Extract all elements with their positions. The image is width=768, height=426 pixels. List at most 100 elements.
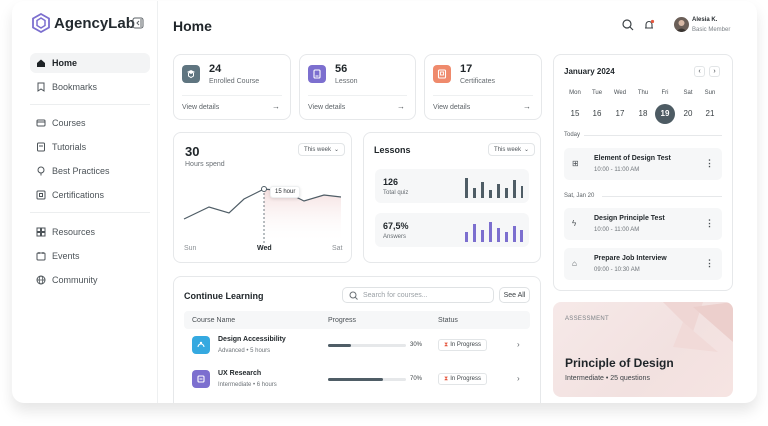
sidebar-item-label: Resources xyxy=(52,227,96,237)
progress-fill xyxy=(328,344,352,347)
answers-label: Answers xyxy=(383,234,407,240)
chevron-down-icon: ⌄ xyxy=(524,147,530,153)
prev-month-button[interactable]: ‹ xyxy=(694,66,705,77)
column-header: Course Name xyxy=(192,317,236,324)
sidebar-item-certifications[interactable]: Certifications xyxy=(30,185,150,205)
event-item[interactable]: ⊞ Element of Design Test 10:00 - 11:00 A… xyxy=(564,148,722,180)
event-time: 09:00 - 10:30 AM xyxy=(594,267,640,273)
avatar[interactable] xyxy=(674,17,689,32)
collapse-sidebar-icon[interactable] xyxy=(132,17,144,29)
weekday-label: Mon xyxy=(569,90,581,96)
event-item[interactable]: ⌂ Prepare Job Interview 09:00 - 10:30 AM… xyxy=(564,248,722,280)
x-axis-label: Sun xyxy=(184,245,197,252)
calendar-day[interactable]: 15 xyxy=(570,109,580,118)
hourglass-icon: ⧗ xyxy=(444,375,449,382)
status-badge: ⧗ In Progress xyxy=(438,339,487,351)
lessons-title: Lessons xyxy=(374,145,411,155)
chart-tooltip: 15 hour xyxy=(270,186,301,198)
stat-value: 24 xyxy=(209,63,222,75)
period-select[interactable]: This week ⌄ xyxy=(488,143,536,156)
sidebar-item-label: Community xyxy=(52,275,98,285)
sidebar-item-events[interactable]: Events xyxy=(30,246,150,266)
weekday-label: Tue xyxy=(591,90,603,96)
sidebar-item-tutorials[interactable]: Tutorials xyxy=(30,137,150,157)
arrow-right-icon[interactable]: → xyxy=(523,102,531,111)
calendar-day[interactable]: 16 xyxy=(592,109,602,118)
period-value: This week xyxy=(494,146,522,153)
sidebar-item-home[interactable]: Home xyxy=(30,53,150,73)
calendar-day[interactable]: 17 xyxy=(615,109,625,118)
lesson-icon xyxy=(308,65,326,83)
status-text: In Progress xyxy=(450,342,481,348)
continue-learning-card: Continue Learning Search for courses... … xyxy=(173,276,541,403)
answers-stat: 67,5% Answers xyxy=(375,213,529,247)
calendar-day[interactable]: 21 xyxy=(705,109,715,118)
view-details-link[interactable]: View details xyxy=(308,104,346,111)
bookmark-icon xyxy=(37,82,45,92)
event-item[interactable]: ϟ Design Principle Test 10:00 - 11:00 AM… xyxy=(564,208,722,240)
stat-label: Enrolled Course xyxy=(209,78,260,85)
sidebar-item-label: Events xyxy=(52,251,80,261)
lightning-icon: ϟ xyxy=(572,219,577,228)
arrow-right-icon[interactable]: → xyxy=(397,102,405,111)
bell-icon[interactable] xyxy=(643,19,655,31)
page-title: Home xyxy=(173,18,212,34)
event-title: Design Principle Test xyxy=(594,215,665,222)
hours-value: 30 xyxy=(185,144,200,159)
divider xyxy=(602,196,722,197)
briefcase-icon: ⌂ xyxy=(572,259,577,268)
weekday-label: Thu xyxy=(637,90,649,96)
sidebar-item-community[interactable]: Community xyxy=(30,270,150,290)
hourglass-icon: ⧗ xyxy=(444,341,449,348)
sidebar-item-best-practices[interactable]: Best Practices xyxy=(30,161,150,181)
hexagon-logo-icon xyxy=(32,13,50,33)
more-icon[interactable]: ⋮ xyxy=(705,258,714,268)
calendar-day-selected[interactable]: 19 xyxy=(655,104,675,124)
period-select[interactable]: This week ⌄ xyxy=(298,143,346,156)
arrow-right-icon[interactable]: → xyxy=(272,102,280,111)
period-value: This week xyxy=(304,146,332,153)
course-icon xyxy=(182,65,200,83)
stat-card-certificates: 17 Certificates View details → xyxy=(424,54,542,120)
stat-value: 17 xyxy=(460,63,473,75)
chevron-right-icon[interactable]: › xyxy=(517,374,520,383)
more-icon[interactable]: ⋮ xyxy=(705,158,714,168)
search-input[interactable]: Search for courses... xyxy=(342,287,494,303)
hours-line-chart xyxy=(183,186,342,243)
calendar-month: January 2024 xyxy=(564,67,615,76)
column-header: Progress xyxy=(328,317,357,324)
view-details-link[interactable]: View details xyxy=(433,104,471,111)
decorative-shapes xyxy=(663,302,733,352)
stat-label: Lesson xyxy=(335,78,358,85)
certificate-icon xyxy=(433,65,451,83)
progress-bar xyxy=(328,344,406,347)
sidebar-item-courses[interactable]: Courses xyxy=(30,113,150,133)
sidebar-item-bookmarks[interactable]: Bookmarks xyxy=(30,77,150,97)
more-icon[interactable]: ⋮ xyxy=(705,218,714,228)
calendar-day[interactable]: 20 xyxy=(683,109,693,118)
next-month-button[interactable]: › xyxy=(709,66,720,77)
accessibility-icon xyxy=(192,336,210,354)
view-details-link[interactable]: View details xyxy=(182,104,220,111)
quiz-bar-chart xyxy=(465,178,523,198)
sidebar-item-label: Tutorials xyxy=(52,142,87,152)
see-all-button[interactable]: See All xyxy=(499,287,530,303)
divider xyxy=(308,95,407,96)
user-name: Alesia K. xyxy=(692,17,718,23)
calendar-day[interactable]: 18 xyxy=(638,109,648,118)
section-title: Continue Learning xyxy=(184,291,264,301)
search-icon[interactable] xyxy=(622,19,634,31)
section-label-today: Today xyxy=(564,132,581,138)
logo[interactable]: AgencyLab xyxy=(32,13,135,33)
divider xyxy=(433,95,533,96)
status-text: In Progress xyxy=(450,376,481,382)
section-label-date: Sat, Jan 20 xyxy=(564,193,595,199)
sidebar-item-label: Best Practices xyxy=(52,166,110,176)
hours-card: 30 Hours spend This week ⌄ 15 hour Sun We… xyxy=(173,132,352,263)
courses-icon xyxy=(36,119,46,127)
sidebar-item-resources[interactable]: Resources xyxy=(30,222,150,242)
weekday-label: Sat xyxy=(683,90,693,96)
course-name: Design Accessibility xyxy=(218,336,286,343)
assessment-card[interactable]: ASSESSMENT Principle of Design Intermedi… xyxy=(553,302,733,397)
chevron-right-icon[interactable]: › xyxy=(517,340,520,349)
